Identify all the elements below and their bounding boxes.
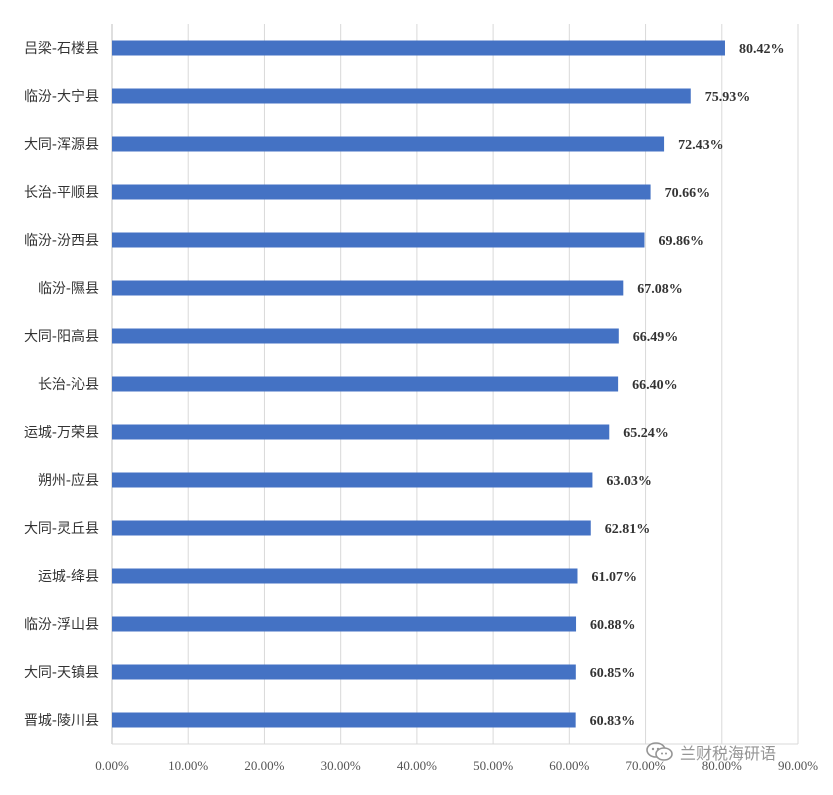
x-tick-label: 20.00%	[244, 758, 284, 773]
data-label: 60.88%	[590, 618, 636, 633]
x-tick-label: 0.00%	[95, 758, 129, 773]
data-label: 72.43%	[678, 138, 724, 153]
bar	[112, 616, 577, 632]
category-label: 临汾-汾西县	[24, 233, 99, 249]
bar	[112, 520, 591, 536]
bar	[112, 376, 619, 392]
data-label: 75.93%	[705, 90, 751, 105]
x-tick-label: 90.00%	[778, 758, 818, 773]
bar	[112, 328, 619, 344]
x-tick-label: 10.00%	[168, 758, 208, 773]
bar	[112, 40, 725, 56]
data-label: 60.83%	[590, 714, 636, 729]
wechat-icon	[646, 742, 673, 761]
category-label: 大同-阳高县	[24, 328, 99, 345]
bar	[112, 232, 645, 248]
bars	[112, 40, 725, 728]
bar	[112, 712, 576, 728]
category-label: 朔州-应县	[38, 472, 99, 489]
category-label: 大同-灵丘县	[24, 521, 99, 537]
x-tick-label: 60.00%	[549, 758, 589, 773]
bar	[112, 568, 578, 584]
data-label: 80.42%	[739, 42, 785, 57]
watermark: 兰财税海研语	[646, 740, 776, 764]
category-label: 运城-绛县	[38, 569, 99, 585]
x-tick-label: 40.00%	[397, 758, 437, 773]
data-label: 65.24%	[623, 426, 669, 441]
data-label: 61.07%	[591, 570, 637, 585]
data-label: 62.81%	[605, 522, 651, 537]
data-label: 69.86%	[658, 234, 704, 249]
category-label: 吕梁-石楼县	[24, 41, 99, 57]
category-label: 临汾-大宁县	[24, 88, 99, 105]
category-label: 运城-万荣县	[24, 425, 99, 441]
data-label: 67.08%	[637, 282, 683, 297]
data-label: 66.40%	[632, 378, 678, 393]
bar	[112, 472, 593, 488]
watermark-text: 兰财税海研语	[680, 744, 777, 763]
category-label: 长治-平顺县	[24, 185, 99, 201]
x-tick-label: 80.00%	[702, 758, 742, 773]
category-label: 临汾-隰县	[38, 281, 99, 297]
category-label: 晋城-陵川县	[24, 713, 99, 729]
category-label: 大同-天镇县	[24, 665, 99, 681]
category-label: 长治-沁县	[38, 377, 99, 393]
bar	[112, 280, 624, 296]
category-label: 临汾-浮山县	[24, 617, 99, 633]
bar	[112, 424, 610, 440]
x-tick-label: 30.00%	[321, 758, 361, 773]
bar	[112, 136, 665, 152]
bar	[112, 88, 691, 104]
category-label: 大同-浑源县	[24, 137, 99, 153]
x-tick-label: 70.00%	[626, 758, 666, 773]
data-label: 66.49%	[633, 330, 679, 345]
data-label: 60.85%	[590, 666, 636, 681]
data-label: 63.03%	[606, 474, 652, 489]
data-label: 70.66%	[665, 186, 711, 201]
labels: 0.00% 10.00% 20.00% 30.00% 40.00% 50.00% 60.00…	[24, 41, 818, 773]
x-tick-label: 50.00%	[473, 758, 513, 773]
bar	[112, 184, 651, 200]
bar	[112, 664, 576, 680]
